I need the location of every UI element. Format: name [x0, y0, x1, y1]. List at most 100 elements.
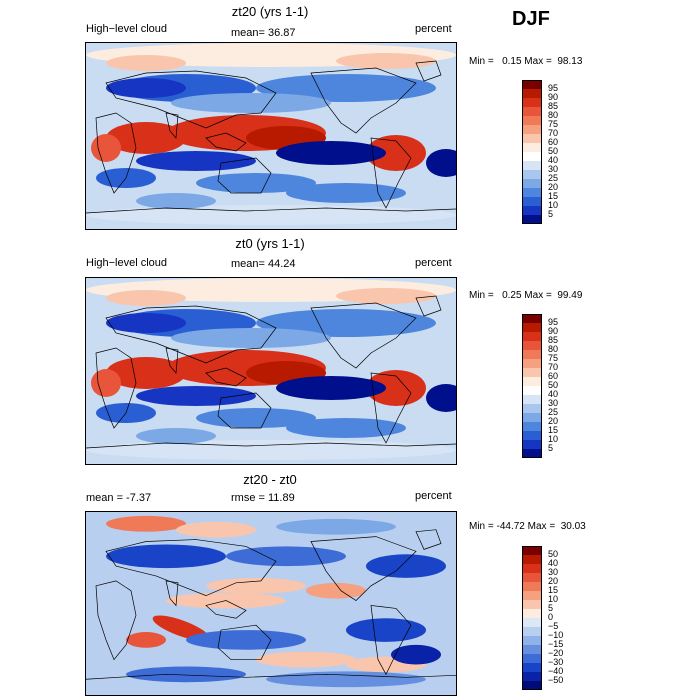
coastline — [86, 673, 456, 680]
panel-1-title: zt20 (yrs 1-1) — [231, 4, 309, 19]
colorbar-tick-label: 20 — [548, 576, 559, 586]
coastline — [86, 207, 456, 214]
coastline — [165, 347, 179, 374]
colorbar-swatch — [522, 404, 542, 413]
colorbar-swatch — [522, 341, 542, 350]
colorbar-tick-label: 30 — [548, 164, 559, 174]
field-blob — [106, 544, 226, 569]
coastline — [217, 157, 272, 194]
colorbar-swatch — [522, 600, 542, 609]
field-blob — [136, 193, 216, 209]
coastline — [205, 600, 247, 619]
colorbar-tick-label: −15 — [548, 639, 564, 649]
colorbar-tick-label: 40 — [548, 389, 559, 399]
field-blob — [276, 376, 386, 400]
colorbar-tick-label: 5 — [548, 209, 554, 219]
colorbar-swatch — [522, 591, 542, 600]
colorbar-swatch — [522, 627, 542, 636]
colorbar-tick-label: 80 — [548, 110, 559, 120]
colorbar-swatch — [522, 654, 542, 663]
colorbar-tick-label: 30 — [548, 567, 559, 577]
colorbar-tick-label: 5 — [548, 603, 554, 613]
colorbar-tick-label: 60 — [548, 137, 559, 147]
coastline — [205, 367, 247, 387]
colorbar-swatch — [522, 377, 542, 386]
panel-3-map-field — [86, 512, 456, 695]
coastline — [95, 112, 137, 194]
field-blob — [391, 644, 441, 665]
colorbar-tick-label: 75 — [548, 119, 559, 129]
field-blob — [106, 55, 186, 71]
colorbar-tick-label: 85 — [548, 101, 559, 111]
colorbar-tick-label: 40 — [548, 155, 559, 165]
coastline — [105, 70, 277, 129]
coastline — [205, 132, 247, 152]
colorbar-swatch — [522, 609, 542, 618]
field-blob — [106, 122, 186, 154]
panel-3-mean: mean = -7.37 — [86, 492, 152, 504]
colorbar-swatch — [522, 546, 542, 555]
field-blob — [206, 577, 306, 594]
colorbar-tick-label: 20 — [548, 416, 559, 426]
field-blob — [426, 149, 456, 177]
colorbar-swatch — [522, 663, 542, 672]
colorbar-tick-label: −5 — [548, 621, 559, 631]
colorbar-swatch — [522, 161, 542, 170]
field-blob — [426, 384, 456, 412]
colorbar-tick-label: −40 — [548, 666, 564, 676]
panel-1-map-field — [86, 43, 456, 229]
panel-2-left-label: High−level cloud — [86, 257, 168, 269]
colorbar-swatch — [522, 170, 542, 179]
coastline — [415, 295, 442, 317]
field-blob — [186, 630, 306, 650]
colorbar-swatch — [522, 116, 542, 125]
colorbar-swatch — [522, 143, 542, 152]
coastline — [370, 372, 412, 444]
coastline — [217, 624, 272, 660]
coastline — [165, 580, 179, 607]
coastline — [310, 302, 417, 369]
field-blob — [171, 93, 331, 113]
colorbar-swatch — [522, 681, 542, 690]
coastline — [165, 112, 179, 139]
panel-1-map — [85, 42, 457, 230]
colorbar-tick-label: 10 — [548, 434, 559, 444]
colorbar-swatch — [522, 215, 542, 224]
panel-1-colorbar — [522, 80, 542, 224]
panel-2-map-field — [86, 278, 456, 464]
colorbar-tick-label: −20 — [548, 648, 564, 658]
field-blob — [91, 369, 121, 397]
field-blob — [106, 78, 186, 98]
field-blob — [286, 183, 406, 203]
colorbar-swatch — [522, 125, 542, 134]
field-blob — [136, 151, 256, 171]
colorbar-swatch — [522, 80, 542, 89]
colorbar-swatch — [522, 107, 542, 116]
coastline — [310, 536, 417, 601]
colorbar-swatch — [522, 573, 542, 582]
colorbar-swatch — [522, 197, 542, 206]
colorbar-tick-label: 95 — [548, 83, 559, 93]
colorbar-swatch — [522, 323, 542, 332]
coastline — [95, 580, 137, 661]
panel-3-units: percent — [415, 490, 452, 502]
panel-3-map — [85, 511, 457, 696]
colorbar-swatch — [522, 206, 542, 215]
colorbar-swatch — [522, 332, 542, 341]
colorbar-tick-label: 70 — [548, 362, 559, 372]
field-blob — [256, 651, 356, 668]
colorbar-swatch — [522, 359, 542, 368]
field-blob — [336, 53, 436, 69]
field-blob — [126, 632, 166, 648]
field-blob — [136, 386, 256, 406]
colorbar-tick-label: 15 — [548, 425, 559, 435]
colorbar-swatch — [522, 350, 542, 359]
field-blob — [276, 518, 396, 535]
field-blob — [306, 582, 366, 599]
field-blob — [126, 666, 246, 683]
coastline — [217, 392, 272, 429]
colorbar-tick-label: 50 — [548, 146, 559, 156]
colorbar-swatch — [522, 431, 542, 440]
field-blob — [152, 615, 210, 641]
field-blob — [136, 428, 216, 444]
